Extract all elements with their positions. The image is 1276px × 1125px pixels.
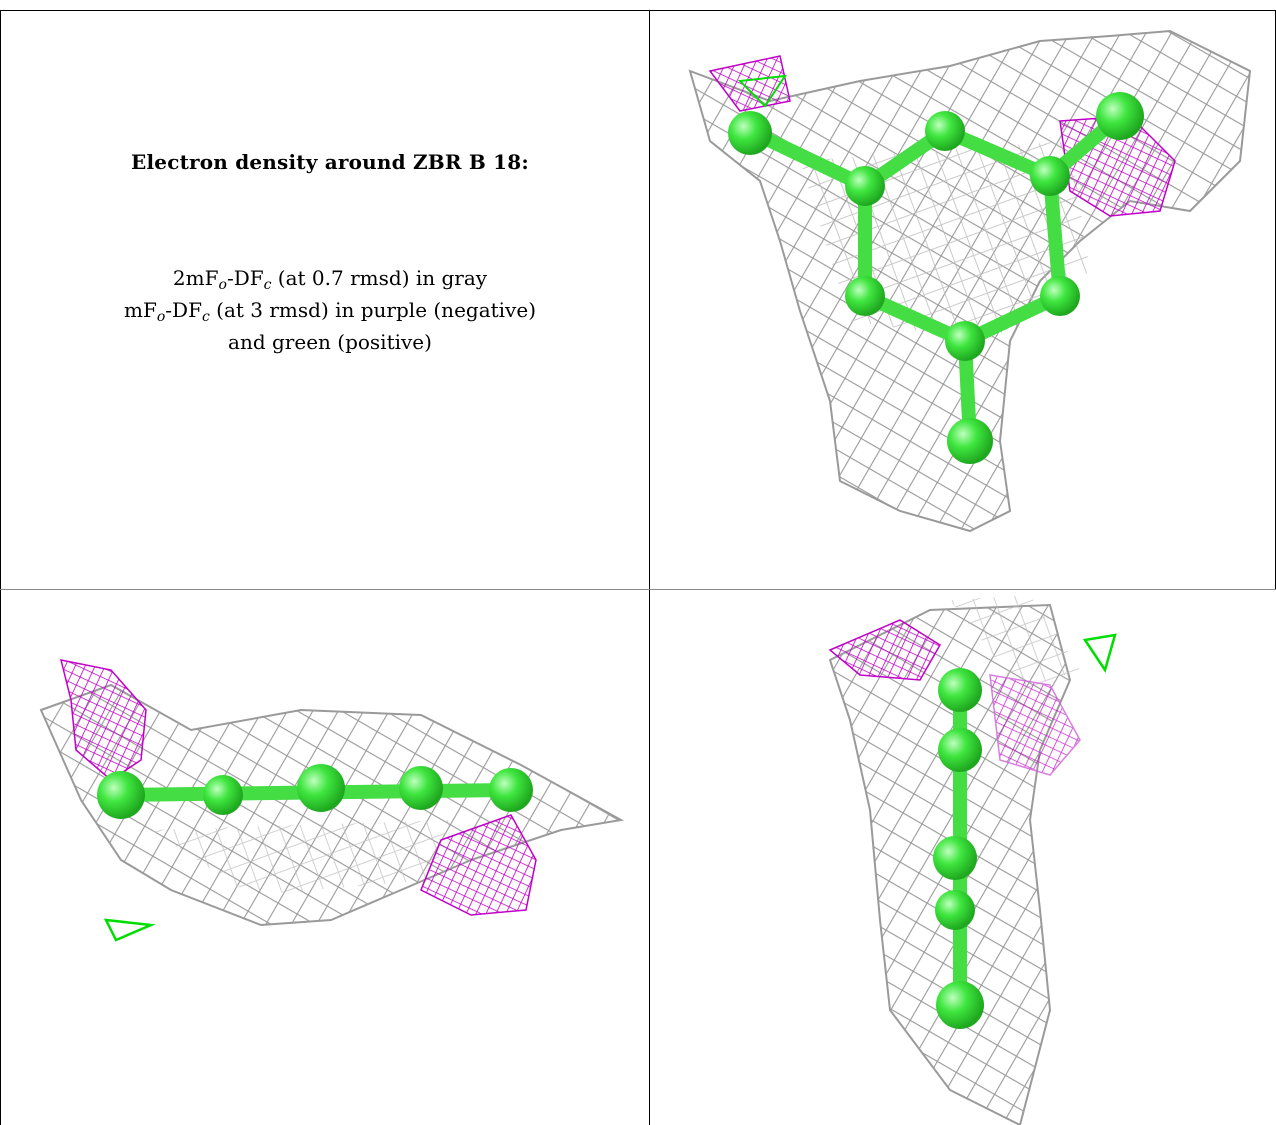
caption-title: Electron density around ZBR B 18: (131, 150, 529, 174)
panel-bottom-right (650, 590, 1275, 1125)
border-left (0, 10, 1, 1125)
caption-line-fofc: mFo-DFc (at 3 rmsd) in purple (negative) (124, 298, 536, 325)
density-view-edge-on (39, 659, 625, 942)
border-middle (649, 10, 650, 1125)
density-view-vertical (828, 595, 1117, 1125)
caption-line-positive: and green (positive) (228, 330, 432, 354)
caption-cell: Electron density around ZBR B 18: 2mFo-D… (10, 150, 650, 358)
border-top (0, 10, 1276, 11)
border-row-divider (0, 589, 1276, 590)
density-view-face-on (688, 29, 1252, 533)
panel-top-right (650, 11, 1275, 589)
panel-bottom-left (1, 590, 649, 1125)
caption-line-2fofc: 2mFo-DFc (at 0.7 rmsd) in gray (172, 266, 488, 293)
